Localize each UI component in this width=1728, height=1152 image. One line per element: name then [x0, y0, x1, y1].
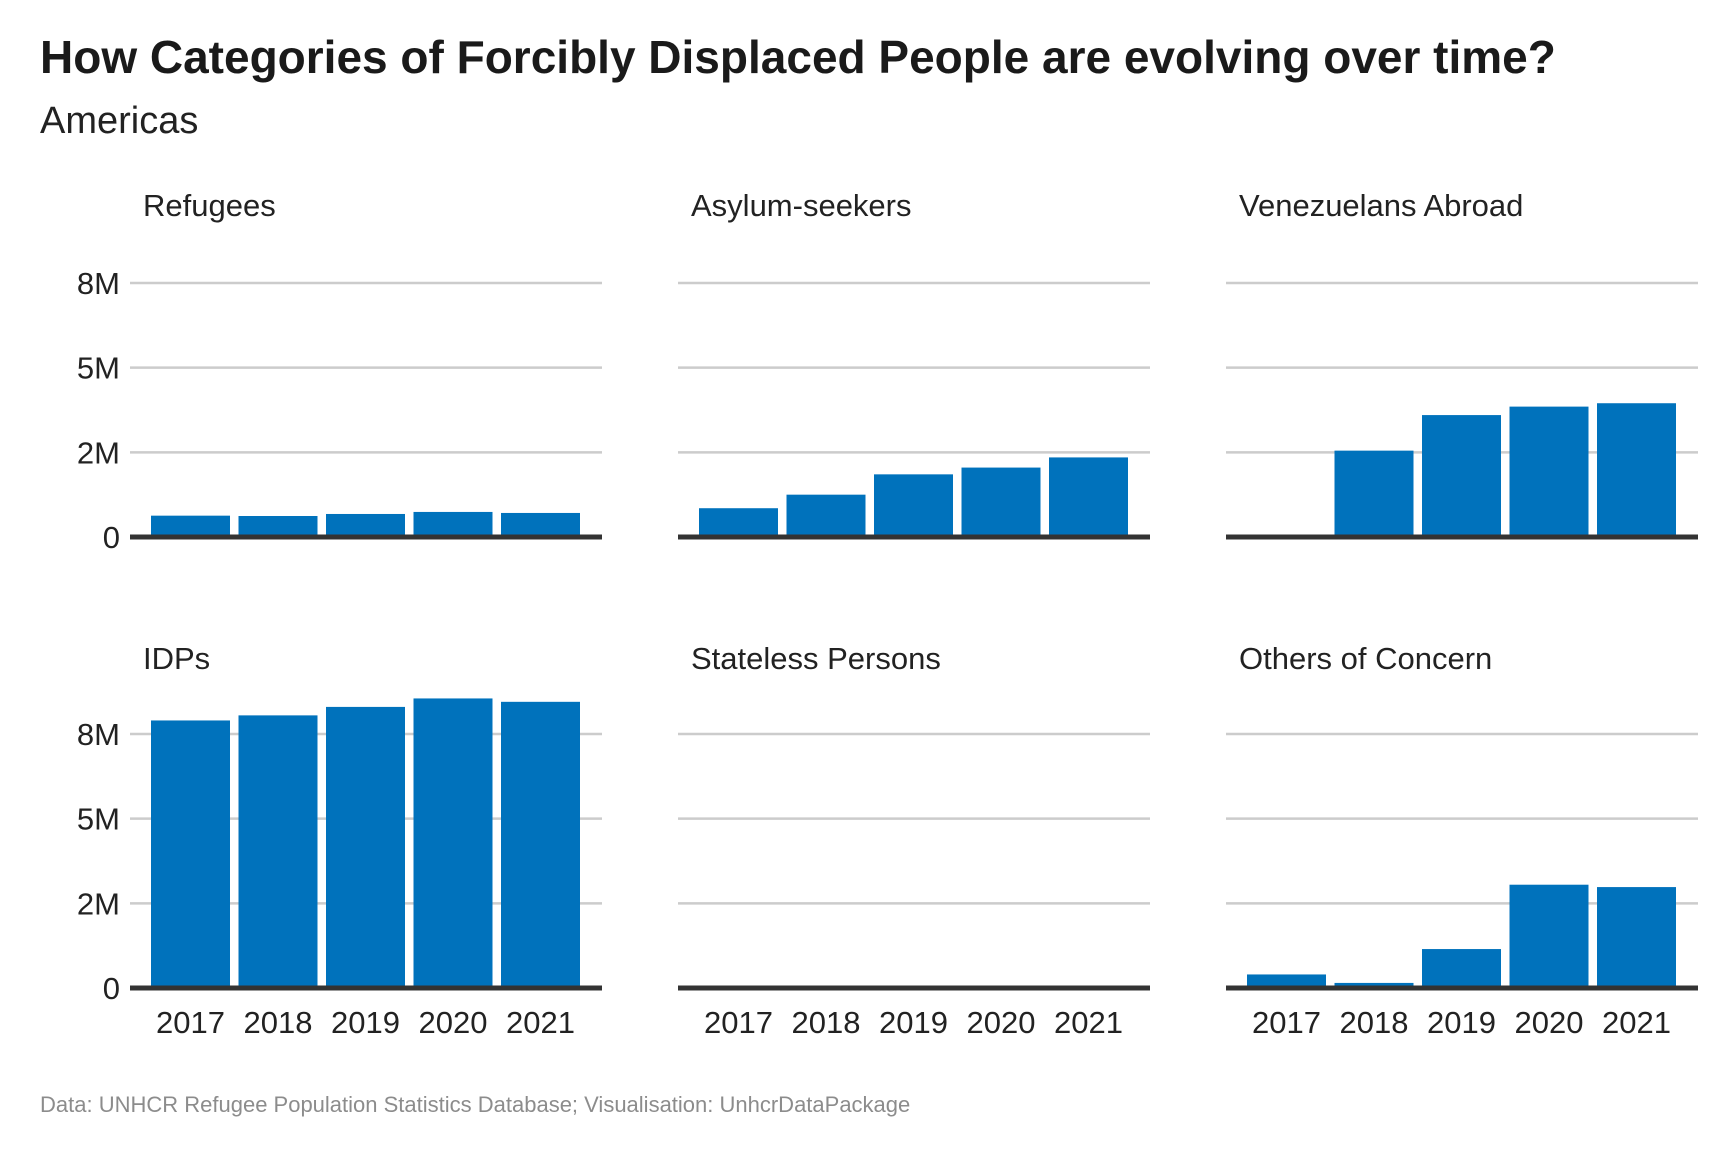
bar-2021 [1597, 403, 1676, 537]
bar-2019 [326, 513, 405, 537]
x-tick-label: 2019 [331, 1005, 400, 1040]
x-tick-label: 2020 [967, 1005, 1036, 1040]
bar-2018 [238, 715, 318, 988]
bar-2018 [1334, 982, 1414, 988]
panel-title: Others of Concern [1239, 641, 1492, 676]
y-tick-label: 5M [77, 802, 120, 837]
panel-title: IDPs [143, 641, 210, 676]
chart-subtitle: Americas [40, 100, 199, 142]
panel-stateless-persons: Stateless Persons 2017 2018 2019 2020 2021 [678, 641, 1150, 1040]
x-tick-label: 2019 [1427, 1005, 1496, 1040]
panel-title: Stateless Persons [691, 641, 941, 676]
x-tick-label: 2018 [1340, 1005, 1409, 1040]
source-caption: Data: UNHCR Refugee Population Statistic… [40, 1092, 911, 1117]
x-tick-label: 2017 [156, 1005, 225, 1040]
y-tick-label: 5M [77, 351, 120, 386]
panel-idps: IDPs 0 2M 5M 8M 2017 2018 2019 2020 2021 [77, 641, 602, 1040]
panel-asylum-seekers: Asylum-seekers [678, 188, 1150, 540]
x-tick-label: 2017 [704, 1005, 773, 1040]
x-tick-label: 2021 [506, 1005, 575, 1040]
panel-title: Refugees [143, 188, 276, 223]
panel-title: Venezuelans Abroad [1239, 188, 1523, 223]
bar-2021 [501, 512, 580, 537]
bar-2019 [326, 706, 405, 988]
x-tick-label: 2020 [1515, 1005, 1584, 1040]
bar-2020 [961, 467, 1041, 537]
y-tick-label: 2M [77, 435, 120, 470]
panel-refugees: Refugees 0 2M 5M 8M [77, 188, 602, 555]
panel-venezuelans-abroad: Venezuelans Abroad [1226, 188, 1698, 540]
x-tick-label: 2017 [1252, 1005, 1321, 1040]
bar-2017 [699, 508, 778, 537]
bar-2019 [1422, 949, 1501, 988]
x-tick-label: 2020 [419, 1005, 488, 1040]
bar-2018 [1334, 450, 1414, 537]
x-tick-label: 2019 [879, 1005, 948, 1040]
bar-2019 [1422, 415, 1501, 537]
bar-2019 [874, 474, 953, 537]
bar-2018 [786, 494, 866, 537]
bar-2017 [151, 515, 230, 537]
y-tick-label: 2M [77, 886, 120, 921]
x-tick-label: 2018 [792, 1005, 861, 1040]
y-tick-label: 0 [103, 520, 120, 555]
panel-title: Asylum-seekers [691, 188, 912, 223]
x-tick-label: 2018 [244, 1005, 313, 1040]
bar-2021 [501, 701, 580, 988]
y-tick-label: 0 [103, 971, 120, 1006]
bar-2017 [151, 720, 230, 988]
bar-2017 [1247, 974, 1326, 988]
panel-others-of-concern: Others of Concern 2017 2018 2019 2020 2021 [1226, 641, 1698, 1040]
bar-2020 [413, 698, 493, 988]
x-tick-label: 2021 [1054, 1005, 1123, 1040]
y-tick-label: 8M [77, 717, 120, 752]
bar-2021 [1049, 457, 1128, 537]
bar-2021 [1597, 887, 1676, 988]
x-tick-label: 2021 [1602, 1005, 1671, 1040]
chart-title: How Categories of Forcibly Displaced Peo… [40, 31, 1556, 83]
bar-2018 [238, 516, 318, 537]
y-tick-label: 8M [77, 266, 120, 301]
bar-2020 [413, 511, 493, 537]
bar-2020 [1509, 406, 1589, 537]
bar-2020 [1509, 884, 1589, 988]
